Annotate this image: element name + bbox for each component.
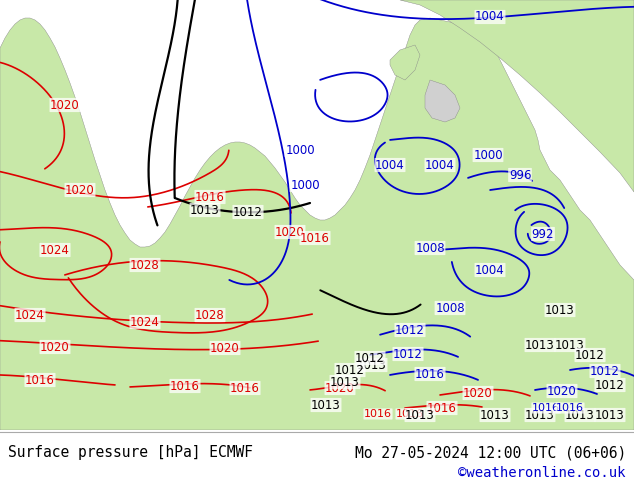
Text: 1004: 1004: [425, 158, 455, 172]
Text: 1004: 1004: [375, 158, 405, 172]
Text: 1004: 1004: [475, 10, 505, 24]
Text: ©weatheronline.co.uk: ©weatheronline.co.uk: [458, 466, 626, 480]
Text: 1020: 1020: [65, 183, 95, 196]
Text: 1016: 1016: [230, 382, 260, 394]
Text: 1012: 1012: [395, 323, 425, 337]
Text: 1013: 1013: [357, 359, 387, 371]
Text: 992: 992: [532, 227, 554, 241]
Polygon shape: [0, 18, 634, 430]
Text: 1000: 1000: [473, 148, 503, 162]
Text: 1013: 1013: [525, 409, 555, 421]
Text: 1013: 1013: [555, 339, 585, 351]
Text: 1028: 1028: [195, 309, 225, 321]
Text: 996: 996: [508, 169, 531, 181]
Text: Surface pressure [hPa] ECMWF: Surface pressure [hPa] ECMWF: [8, 445, 253, 460]
Text: 1016: 1016: [364, 409, 392, 419]
Text: Mo 27-05-2024 12:00 UTC (06+06): Mo 27-05-2024 12:00 UTC (06+06): [355, 445, 626, 460]
Polygon shape: [390, 45, 420, 80]
Text: 1000: 1000: [290, 178, 320, 192]
Text: 1013: 1013: [480, 409, 510, 421]
Text: 1013: 1013: [525, 339, 555, 351]
Text: 1008: 1008: [415, 242, 445, 254]
Text: 1013: 1013: [330, 375, 360, 389]
Text: 1008: 1008: [435, 301, 465, 315]
Text: 1016: 1016: [532, 403, 560, 413]
Text: 1016: 1016: [396, 409, 424, 419]
Text: 1020: 1020: [40, 341, 70, 353]
Text: 1013: 1013: [405, 409, 435, 421]
Text: 1004: 1004: [475, 264, 505, 276]
Text: 1012: 1012: [575, 348, 605, 362]
Text: 1016: 1016: [300, 231, 330, 245]
Text: 1020: 1020: [547, 385, 577, 397]
Text: 1024: 1024: [130, 316, 160, 328]
Text: 1013: 1013: [190, 203, 220, 217]
Text: 1020: 1020: [325, 382, 355, 394]
Text: 1012: 1012: [355, 351, 385, 365]
Text: 1012: 1012: [595, 378, 625, 392]
Text: 1020: 1020: [463, 387, 493, 399]
Polygon shape: [425, 80, 460, 122]
Text: 1016: 1016: [170, 379, 200, 392]
Text: 1012: 1012: [590, 365, 620, 377]
Text: 1013: 1013: [595, 409, 625, 421]
Polygon shape: [400, 0, 634, 192]
Text: 1016: 1016: [25, 373, 55, 387]
Text: 1012: 1012: [393, 347, 423, 361]
Text: 1012: 1012: [233, 205, 263, 219]
Text: 1020: 1020: [50, 98, 80, 112]
Text: 1020: 1020: [275, 225, 305, 239]
Text: 1016: 1016: [427, 401, 457, 415]
Text: 1016: 1016: [195, 191, 225, 203]
Text: 1024: 1024: [40, 244, 70, 256]
Text: 1000: 1000: [285, 144, 315, 156]
Text: 1024: 1024: [15, 309, 45, 321]
Text: 1013: 1013: [565, 409, 595, 421]
Text: 1013: 1013: [311, 398, 341, 412]
Text: 1016: 1016: [415, 368, 445, 381]
Polygon shape: [0, 385, 125, 430]
Text: 1016: 1016: [556, 403, 584, 413]
Text: 1020: 1020: [210, 342, 240, 354]
Text: 1028: 1028: [130, 259, 160, 271]
Text: 1012: 1012: [335, 364, 365, 376]
Text: 1013: 1013: [545, 303, 575, 317]
